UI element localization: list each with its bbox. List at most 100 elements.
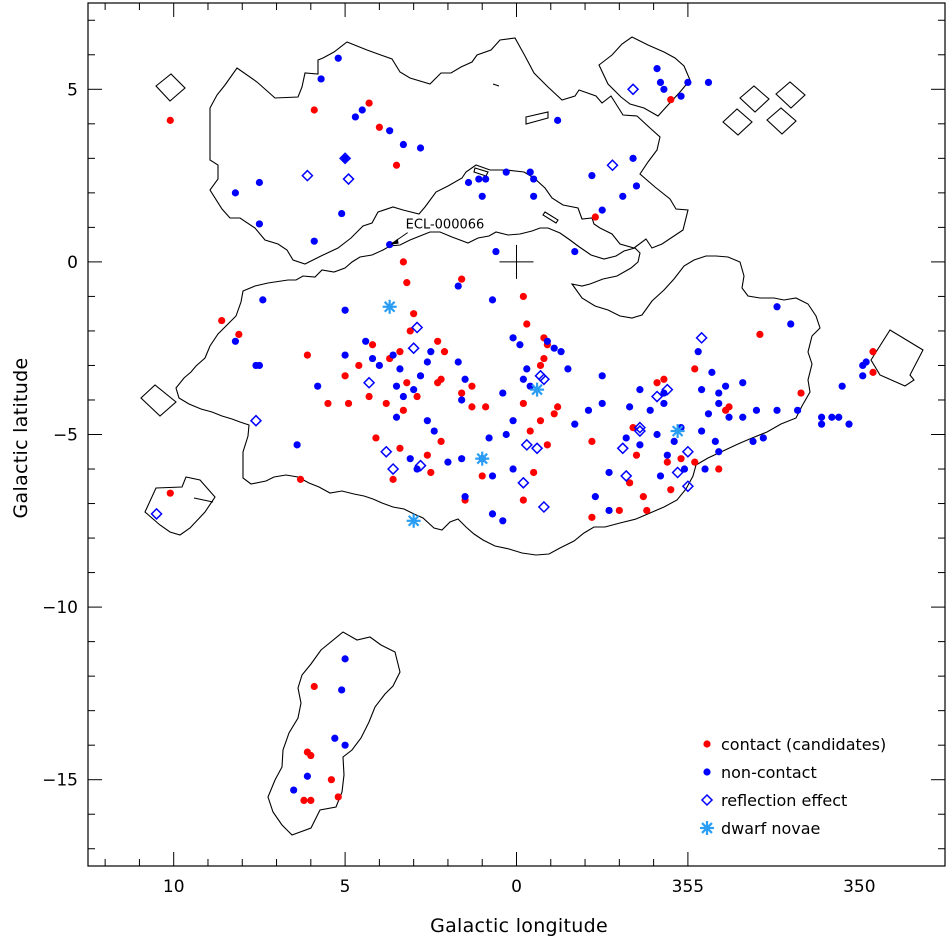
data-point	[301, 169, 314, 182]
data-point	[725, 413, 733, 421]
y-tick-label: 0	[67, 253, 78, 273]
data-point	[650, 390, 664, 403]
data-point	[773, 406, 781, 414]
data-point	[461, 375, 469, 383]
data-point	[554, 116, 562, 124]
data-point	[656, 78, 665, 86]
data-point	[386, 127, 394, 135]
data-point	[616, 442, 629, 455]
data-point	[341, 655, 349, 663]
axis-ticks	[88, 3, 945, 866]
data-point	[619, 192, 627, 200]
data-point	[437, 437, 445, 446]
data-point	[571, 247, 579, 256]
data-point	[380, 445, 393, 458]
data-point	[468, 382, 476, 390]
data-point	[530, 175, 538, 183]
series-dwarf-novae	[382, 299, 685, 528]
galactic-center-cross	[499, 244, 534, 279]
data-point	[526, 382, 534, 390]
data-point	[342, 172, 355, 186]
data-point	[488, 296, 497, 304]
data-point	[698, 427, 706, 435]
data-point	[363, 376, 376, 389]
data-point	[341, 154, 349, 162]
data-point	[414, 459, 427, 472]
legend-label: contact (candidates)	[721, 735, 886, 754]
data-point	[416, 372, 425, 380]
data-point	[519, 399, 527, 408]
data-point	[461, 493, 469, 501]
data-point	[519, 496, 527, 504]
data-point	[327, 776, 335, 784]
data-point	[564, 365, 572, 373]
data-point	[543, 337, 551, 345]
legend-marker	[700, 821, 714, 835]
data-point	[382, 399, 390, 408]
data-point	[249, 414, 263, 427]
y-tick-label: 5	[67, 80, 78, 100]
data-point	[492, 247, 500, 256]
data-point	[588, 437, 596, 446]
data-point	[235, 330, 243, 338]
data-point	[653, 379, 661, 387]
data-point	[372, 434, 380, 442]
data-point	[571, 420, 579, 428]
annotation-arrowhead	[390, 238, 399, 245]
data-point	[423, 451, 431, 459]
data-point	[434, 337, 442, 345]
data-point	[150, 507, 163, 520]
series-reflection-effect	[150, 83, 708, 520]
data-point	[427, 468, 435, 477]
series-non-contact	[231, 54, 870, 794]
data-point	[509, 417, 517, 425]
data-point	[406, 513, 421, 528]
legend-marker	[703, 768, 711, 776]
data-point	[653, 64, 661, 73]
data-point	[324, 399, 332, 408]
data-point	[691, 458, 699, 466]
data-point	[557, 348, 565, 356]
data-point	[303, 772, 311, 780]
annotations: ECL-000066	[390, 218, 484, 245]
data-point	[482, 403, 490, 411]
data-point	[399, 392, 407, 401]
data-point	[307, 751, 315, 760]
data-point	[632, 182, 641, 190]
data-point	[314, 382, 322, 390]
x-tick-label: 5	[340, 877, 351, 897]
data-point	[670, 424, 685, 439]
y-tick-label: −15	[42, 771, 78, 791]
data-point	[338, 209, 346, 218]
data-point	[681, 445, 694, 458]
data-point	[670, 437, 678, 446]
data-point	[410, 310, 418, 318]
data-point	[375, 123, 383, 131]
data-point	[530, 382, 545, 397]
data-point	[787, 320, 795, 328]
data-point	[550, 344, 558, 352]
data-point	[392, 382, 401, 390]
data-point	[660, 399, 668, 408]
data-point	[331, 734, 339, 742]
data-point	[691, 365, 699, 373]
data-point	[310, 106, 318, 114]
data-point	[680, 465, 689, 473]
data-point	[828, 413, 836, 421]
data-point	[704, 78, 713, 86]
data-point	[701, 465, 709, 473]
data-point	[334, 793, 342, 801]
data-point	[403, 379, 411, 387]
y-axis-title: Galactic latitude	[10, 358, 32, 519]
data-point	[396, 365, 404, 373]
data-point	[667, 96, 675, 104]
data-point	[468, 403, 476, 411]
data-point	[344, 399, 353, 408]
data-point	[862, 358, 870, 366]
data-point	[540, 354, 548, 363]
y-tick-label: −5	[53, 426, 78, 446]
data-point	[296, 475, 305, 483]
data-point	[502, 430, 510, 439]
data-point	[475, 175, 483, 183]
